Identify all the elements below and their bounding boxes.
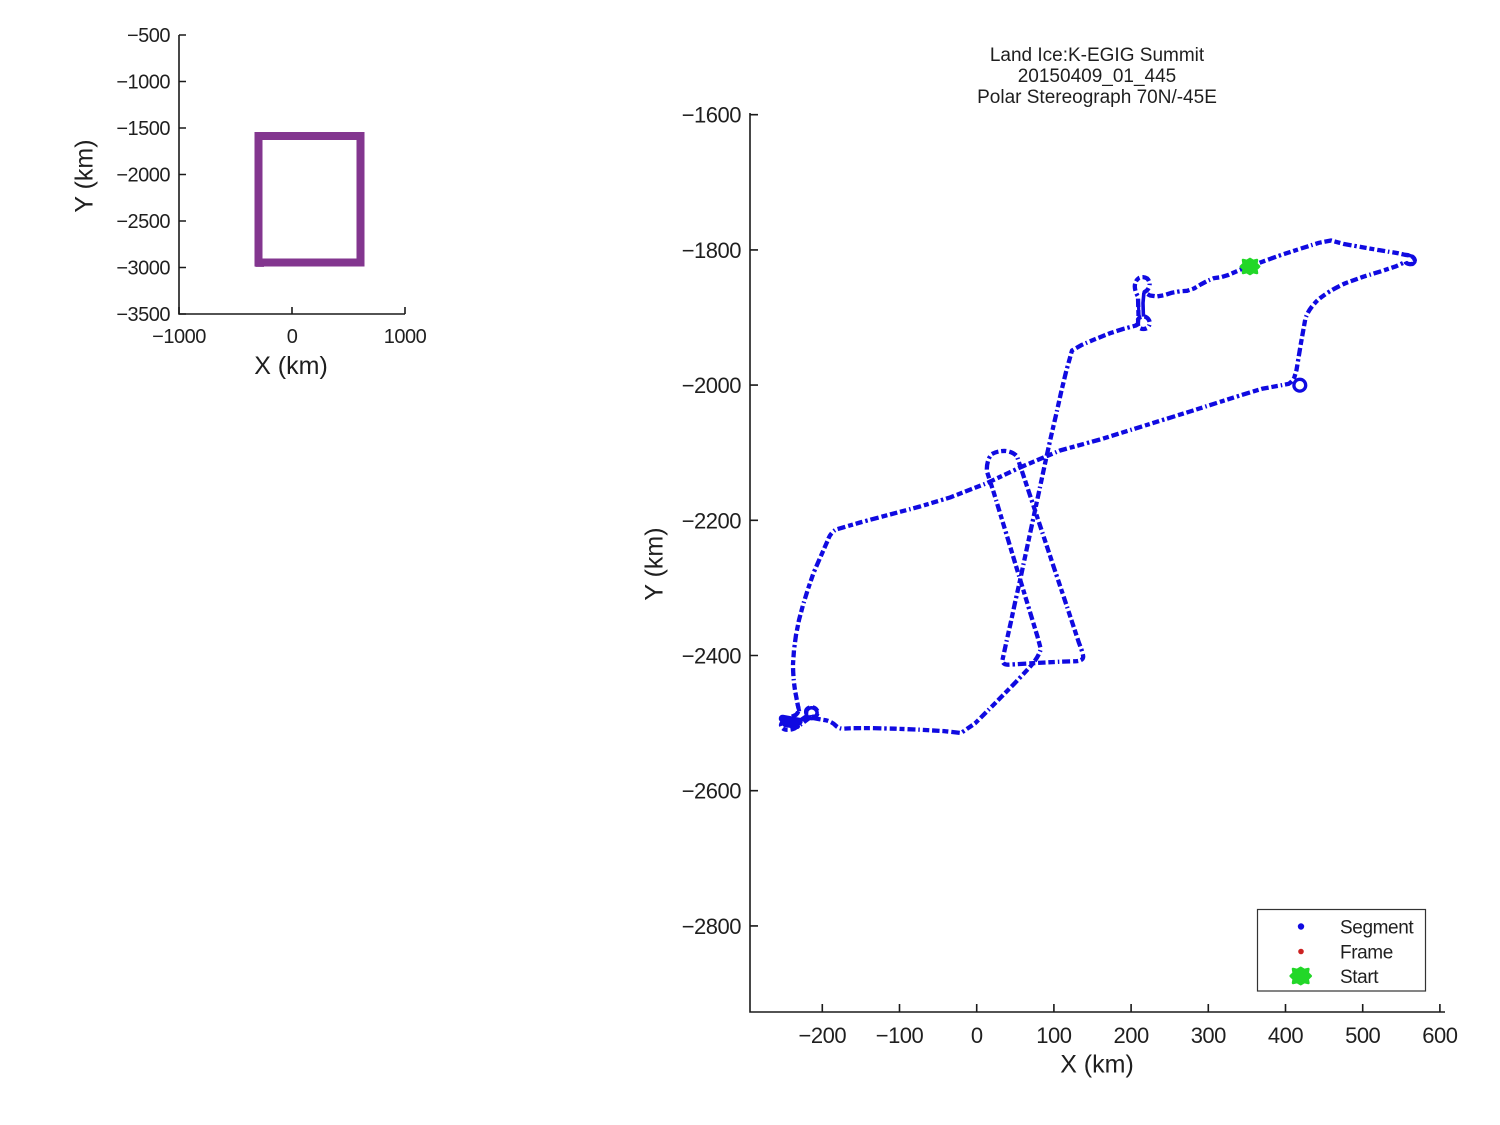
- svg-text:1000: 1000: [384, 326, 427, 348]
- svg-text:−1000: −1000: [116, 72, 170, 94]
- svg-text:−2000: −2000: [682, 373, 742, 398]
- svg-text:400: 400: [1268, 1023, 1303, 1048]
- svg-text:300: 300: [1191, 1023, 1226, 1048]
- svg-text:−100: −100: [876, 1023, 924, 1048]
- svg-text:Frame: Frame: [1340, 943, 1393, 964]
- svg-text:−3000: −3000: [116, 258, 170, 280]
- svg-text:500: 500: [1345, 1023, 1380, 1048]
- svg-text:−1500: −1500: [116, 118, 170, 140]
- svg-text:0: 0: [971, 1023, 983, 1048]
- svg-text:−2400: −2400: [682, 644, 742, 669]
- svg-text:−2500: −2500: [116, 211, 170, 233]
- svg-text:−1800: −1800: [682, 238, 742, 263]
- svg-text:−200: −200: [799, 1023, 847, 1048]
- svg-text:Y (km): Y (km): [71, 139, 99, 212]
- svg-text:−2000: −2000: [116, 165, 170, 187]
- svg-text:Polar Stereograph 70N/-45E: Polar Stereograph 70N/-45E: [977, 87, 1217, 108]
- svg-text:−2200: −2200: [682, 508, 742, 533]
- svg-text:200: 200: [1113, 1023, 1148, 1048]
- svg-text:−1000: −1000: [152, 326, 206, 348]
- svg-text:−500: −500: [127, 25, 170, 47]
- svg-text:−3500: −3500: [116, 304, 170, 326]
- svg-text:X (km): X (km): [1060, 1051, 1134, 1079]
- svg-text:Land Ice:K-EGIG Summit: Land Ice:K-EGIG Summit: [990, 45, 1205, 66]
- svg-text:X (km): X (km): [254, 352, 328, 380]
- svg-text:600: 600: [1422, 1023, 1457, 1048]
- svg-text:20150409_01_445: 20150409_01_445: [1018, 66, 1177, 87]
- svg-text:Start: Start: [1340, 967, 1379, 988]
- svg-text:−1600: −1600: [682, 103, 742, 128]
- svg-text:Segment: Segment: [1340, 918, 1414, 939]
- svg-text:−2800: −2800: [682, 914, 742, 939]
- svg-text:Y (km): Y (km): [641, 527, 669, 600]
- svg-text:0: 0: [287, 326, 298, 348]
- svg-text:100: 100: [1036, 1023, 1071, 1048]
- svg-text:−2600: −2600: [682, 779, 742, 804]
